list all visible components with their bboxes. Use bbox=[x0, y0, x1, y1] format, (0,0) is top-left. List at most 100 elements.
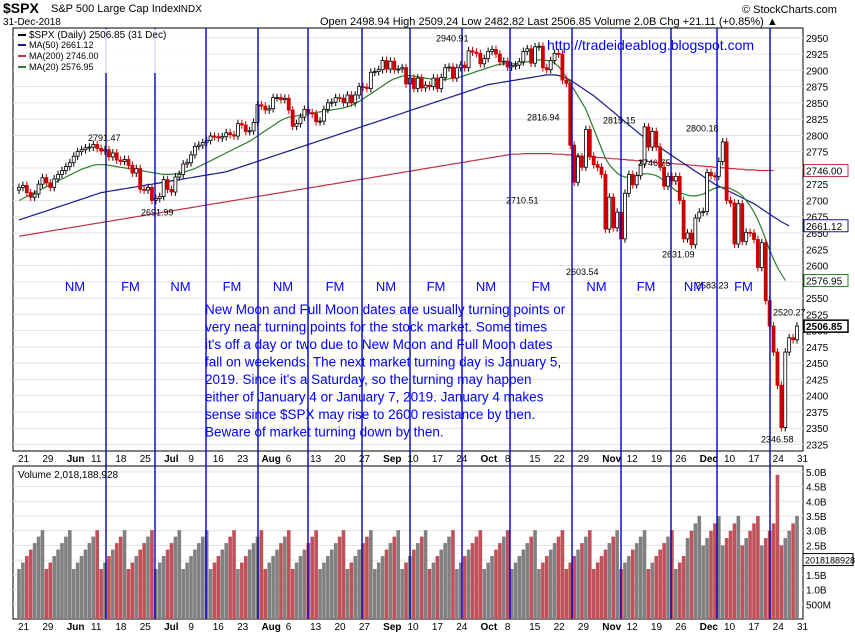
candle-body bbox=[75, 151, 80, 157]
x-tick-label: 19 bbox=[651, 454, 663, 465]
volume-bar bbox=[795, 516, 799, 619]
x-tick-label: 23 bbox=[237, 454, 249, 465]
volume-bar bbox=[775, 474, 780, 619]
candle-body bbox=[263, 105, 268, 111]
volume-x-tick-label: 16 bbox=[213, 622, 225, 633]
volume-bar bbox=[400, 568, 404, 619]
volume-bar bbox=[728, 530, 733, 619]
candle-body bbox=[302, 108, 307, 118]
candle-body bbox=[40, 177, 45, 185]
volume-bar bbox=[740, 545, 745, 619]
x-tick-label: Jun bbox=[67, 454, 85, 465]
volume-bar bbox=[169, 543, 174, 619]
price-tick-label: 2325 bbox=[806, 440, 829, 451]
volume-bar bbox=[134, 556, 139, 619]
note-line: very near turning points for the stock m… bbox=[205, 320, 547, 335]
volume-x-tick-label: Oct bbox=[481, 622, 498, 633]
volume-bar bbox=[21, 562, 25, 619]
candle-body bbox=[341, 97, 346, 104]
candle-body bbox=[638, 163, 643, 177]
volume-x-tick-label: 31 bbox=[797, 622, 809, 633]
volume-bar bbox=[658, 549, 662, 619]
volume-bar bbox=[220, 549, 225, 619]
candle-body bbox=[349, 94, 354, 104]
price-tick-label: 2525 bbox=[806, 310, 829, 321]
candle-body bbox=[705, 172, 709, 212]
candle-body bbox=[771, 325, 776, 353]
volume-bar bbox=[259, 530, 264, 619]
volume-bar bbox=[130, 562, 135, 619]
volume-bar bbox=[646, 568, 651, 619]
volume-bar bbox=[783, 538, 788, 619]
candle-body bbox=[325, 102, 330, 110]
candle-body bbox=[415, 77, 420, 89]
price-tick-label: 2600 bbox=[806, 262, 829, 273]
candle-body bbox=[752, 232, 756, 240]
candle-body bbox=[21, 185, 25, 188]
volume-bar bbox=[466, 549, 471, 619]
candle-body bbox=[353, 94, 358, 104]
volume-bar bbox=[251, 543, 256, 619]
candle-body bbox=[587, 129, 592, 157]
price-tick-label: 2850 bbox=[806, 99, 829, 110]
price-tick-label: 2675 bbox=[806, 213, 829, 224]
volume-bar bbox=[68, 530, 72, 619]
candle-body bbox=[216, 136, 221, 139]
volume-x-tick-label: 23 bbox=[237, 622, 249, 633]
volume-x-tick-label: 19 bbox=[651, 622, 663, 633]
candle-body bbox=[497, 53, 502, 63]
volume-x-tick-label: 29 bbox=[578, 622, 590, 633]
volume-bar bbox=[310, 536, 315, 619]
candle-body bbox=[560, 53, 565, 81]
index-name: S&P 500 Large Cap Index bbox=[51, 3, 179, 15]
volume-bar bbox=[533, 530, 537, 619]
volume-bar bbox=[177, 530, 182, 619]
volume-bar bbox=[302, 549, 307, 619]
volume-bar bbox=[650, 562, 655, 619]
candle-body bbox=[595, 164, 600, 168]
candle-body bbox=[724, 141, 729, 201]
candle-body bbox=[134, 168, 139, 174]
volume-bar bbox=[83, 549, 88, 619]
candle-body bbox=[658, 146, 663, 168]
volume-bar bbox=[212, 562, 217, 619]
candle-body bbox=[540, 45, 545, 69]
volume-bar bbox=[705, 538, 709, 619]
candle-body bbox=[517, 61, 522, 66]
volume-bar bbox=[349, 562, 354, 619]
candle-body bbox=[712, 175, 717, 178]
volume-bar bbox=[322, 562, 326, 619]
volume-bar bbox=[576, 549, 580, 619]
volume-bar bbox=[552, 543, 557, 619]
volume-tick-label: 1.0B bbox=[806, 586, 827, 597]
x-tick-label: 29 bbox=[578, 454, 590, 465]
candle-body bbox=[345, 94, 350, 104]
blog-url[interactable]: http://tradeideablog.blogspot.com bbox=[547, 37, 754, 53]
volume-bar bbox=[71, 568, 76, 619]
note-line: sense since $SPX may rise to 2600 resist… bbox=[205, 407, 535, 422]
candle-body bbox=[52, 178, 57, 188]
volume-bar bbox=[505, 530, 510, 619]
candle-body bbox=[294, 123, 299, 127]
candle-body bbox=[689, 232, 694, 246]
volume-bar bbox=[490, 556, 494, 619]
candle-body bbox=[259, 104, 264, 107]
volume-bar bbox=[713, 523, 717, 619]
volume-bar bbox=[529, 536, 533, 619]
ma20-line bbox=[18, 59, 786, 281]
candle-body bbox=[599, 166, 604, 175]
volume-bar bbox=[329, 549, 334, 619]
volume-bar bbox=[126, 568, 131, 619]
candle-body bbox=[67, 162, 72, 168]
candle-body bbox=[232, 134, 236, 137]
volume-tick-label: 3.0B bbox=[806, 527, 827, 538]
volume-bar bbox=[365, 536, 369, 619]
candle-body bbox=[630, 174, 635, 186]
volume-tick-label: 3.5B bbox=[806, 512, 827, 523]
candle-body bbox=[701, 211, 706, 213]
candle-body bbox=[505, 60, 510, 68]
volume-bar bbox=[372, 568, 377, 619]
volume-bar bbox=[173, 536, 178, 619]
candle-body bbox=[685, 232, 690, 240]
x-tick-label: 18 bbox=[115, 454, 127, 465]
